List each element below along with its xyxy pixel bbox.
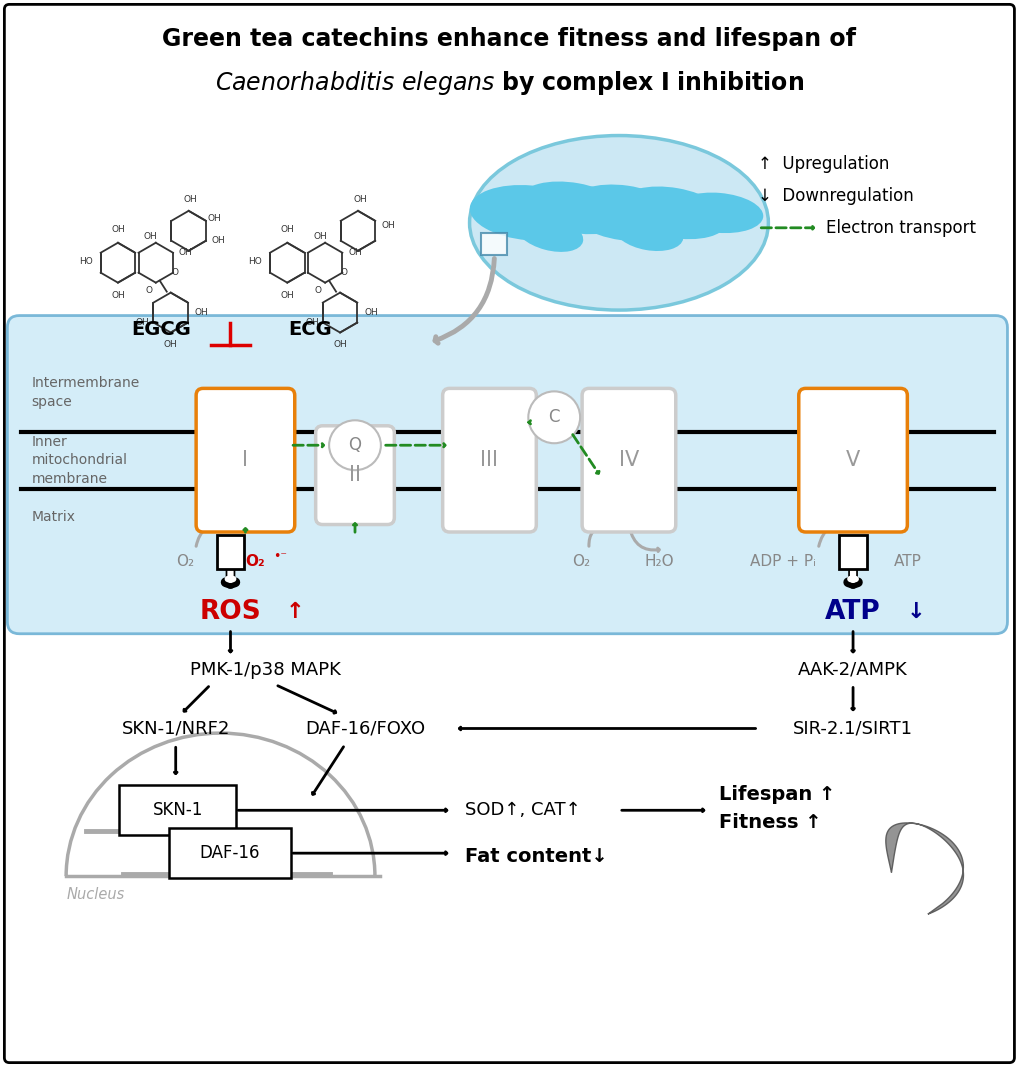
Ellipse shape xyxy=(515,213,583,252)
Text: I: I xyxy=(243,450,249,471)
Text: ECG: ECG xyxy=(288,320,332,339)
Text: OH: OH xyxy=(178,249,193,257)
Text: O: O xyxy=(340,268,347,277)
Text: C: C xyxy=(548,409,559,427)
FancyBboxPatch shape xyxy=(480,233,506,255)
Text: SOD↑, CAT↑: SOD↑, CAT↑ xyxy=(464,801,580,819)
Text: ↑: ↑ xyxy=(285,602,305,622)
Text: IV: IV xyxy=(619,450,639,471)
Text: H₂O: H₂O xyxy=(643,555,673,570)
Text: Electron transport: Electron transport xyxy=(825,219,975,237)
FancyBboxPatch shape xyxy=(216,535,245,569)
FancyBboxPatch shape xyxy=(4,4,1014,1063)
Text: ATP: ATP xyxy=(824,599,880,625)
Text: AAK-2/AMPK: AAK-2/AMPK xyxy=(798,660,907,679)
Text: OH: OH xyxy=(333,340,346,349)
Circle shape xyxy=(528,392,580,443)
FancyBboxPatch shape xyxy=(315,426,394,525)
Ellipse shape xyxy=(469,136,767,310)
Text: SKN-1/NRF2: SKN-1/NRF2 xyxy=(121,719,229,737)
Text: Lifespan ↑: Lifespan ↑ xyxy=(717,785,835,803)
Text: SIR-2.1/SIRT1: SIR-2.1/SIRT1 xyxy=(793,719,912,737)
Text: O: O xyxy=(314,286,321,296)
Text: $\mathbf{\it{Caenorhabditis\ elegans}}$$\mathbf{\ by\ complex\ I\ inhibition}$: $\mathbf{\it{Caenorhabditis\ elegans}}$$… xyxy=(215,69,803,97)
Text: OH: OH xyxy=(313,233,327,241)
Text: O₂: O₂ xyxy=(176,555,195,570)
FancyBboxPatch shape xyxy=(7,316,1007,634)
Ellipse shape xyxy=(567,185,680,241)
Text: DAF-16: DAF-16 xyxy=(200,844,260,862)
Text: O: O xyxy=(145,286,152,296)
Ellipse shape xyxy=(674,192,762,233)
Text: HO: HO xyxy=(79,257,93,266)
Text: OH: OH xyxy=(305,318,319,328)
Text: OH: OH xyxy=(364,308,377,317)
Ellipse shape xyxy=(520,181,628,234)
FancyBboxPatch shape xyxy=(839,535,866,569)
Text: OH: OH xyxy=(381,221,394,230)
Text: OH: OH xyxy=(353,195,367,205)
Text: EGCG: EGCG xyxy=(130,320,191,339)
Text: OH: OH xyxy=(111,225,124,235)
Text: Matrix: Matrix xyxy=(32,510,75,524)
Text: •⁻: •⁻ xyxy=(273,551,287,563)
FancyBboxPatch shape xyxy=(798,388,907,532)
Text: ↑  Upregulation: ↑ Upregulation xyxy=(758,155,889,173)
FancyBboxPatch shape xyxy=(582,388,675,532)
Text: ROS: ROS xyxy=(200,599,261,625)
Text: Q: Q xyxy=(348,436,361,455)
Text: OH: OH xyxy=(280,291,293,300)
Text: O: O xyxy=(171,268,178,277)
Text: Inner
mitochondrial
membrane: Inner mitochondrial membrane xyxy=(32,434,127,485)
Polygon shape xyxy=(884,823,963,914)
Text: DAF-16/FOXO: DAF-16/FOXO xyxy=(305,719,425,737)
Text: ↓: ↓ xyxy=(906,602,924,622)
Text: OH: OH xyxy=(144,233,158,241)
Text: Nucleus: Nucleus xyxy=(66,887,124,902)
Text: V: V xyxy=(845,450,859,471)
Ellipse shape xyxy=(619,187,728,239)
Text: ADP + Pᵢ: ADP + Pᵢ xyxy=(750,555,815,570)
Ellipse shape xyxy=(329,420,380,471)
Ellipse shape xyxy=(470,185,588,241)
Text: II: II xyxy=(348,465,361,485)
Text: OH: OH xyxy=(136,318,150,328)
Text: OH: OH xyxy=(164,340,177,349)
Text: SKN-1: SKN-1 xyxy=(153,801,203,819)
FancyBboxPatch shape xyxy=(196,388,294,532)
Text: OH: OH xyxy=(208,214,221,223)
Text: HO: HO xyxy=(249,257,262,266)
Text: Fitness ↑: Fitness ↑ xyxy=(717,813,820,832)
Text: ↓  Downregulation: ↓ Downregulation xyxy=(758,187,913,205)
Text: Fat content↓: Fat content↓ xyxy=(464,846,606,865)
Text: ATP: ATP xyxy=(893,555,921,570)
Ellipse shape xyxy=(613,214,683,251)
Text: O₂: O₂ xyxy=(246,555,265,570)
Text: OH: OH xyxy=(195,308,208,317)
FancyBboxPatch shape xyxy=(119,785,236,835)
Text: OH: OH xyxy=(280,225,293,235)
FancyBboxPatch shape xyxy=(442,388,536,532)
Text: OH: OH xyxy=(111,291,124,300)
Text: Green tea catechins enhance fitness and lifespan of: Green tea catechins enhance fitness and … xyxy=(162,28,856,51)
FancyBboxPatch shape xyxy=(168,828,291,878)
Text: OH: OH xyxy=(183,195,198,205)
Text: OH: OH xyxy=(212,236,225,245)
Text: PMK-1/p38 MAPK: PMK-1/p38 MAPK xyxy=(190,660,340,679)
Text: III: III xyxy=(480,450,498,471)
Text: Intermembrane
space: Intermembrane space xyxy=(32,377,140,409)
Text: OH: OH xyxy=(347,249,362,257)
Text: O₂: O₂ xyxy=(572,555,590,570)
